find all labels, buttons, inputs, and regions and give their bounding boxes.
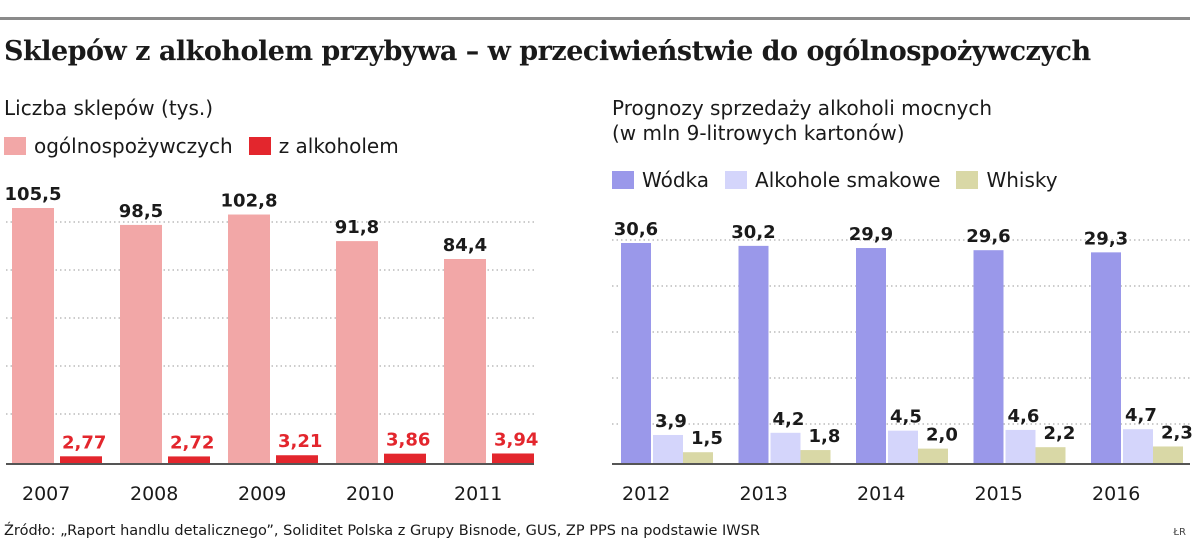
data-label-1-2015-s0: 29,6 (966, 226, 1010, 247)
data-label-0-2008-s1: 2,72 (170, 432, 214, 453)
left-subtitle: Liczba sklepów (tys.) (4, 96, 214, 120)
source-note: Źródło: „Raport handlu detalicznego”, So… (4, 523, 760, 539)
x-tick-1-2012: 2012 (622, 483, 670, 505)
bar-0-2007-s1 (60, 456, 102, 463)
data-label-1-2013-s0: 30,2 (731, 222, 775, 243)
data-label-1-2015-s1: 4,6 (1008, 406, 1040, 427)
legend-item-whisky: Whisky (956, 168, 1058, 192)
right-subtitle-line2: (w mln 9-litrowych kartonów) (612, 121, 905, 145)
author-credit: ŁR (1173, 527, 1186, 538)
data-label-0-2010-s1: 3,86 (386, 430, 430, 451)
bar-1-2013-s1 (770, 432, 801, 463)
data-label-0-2009-s1: 3,21 (278, 431, 322, 452)
data-label-1-2014-s1: 4,5 (890, 407, 922, 428)
x-tick-1-2014: 2014 (857, 483, 905, 505)
legend-swatch-general (4, 137, 26, 155)
x-tick-0-2007: 2007 (22, 483, 70, 505)
bar-0-2011-s1 (492, 453, 534, 463)
bar-0-2009-s0 (228, 214, 270, 463)
data-label-1-2012-s1: 3,9 (655, 411, 687, 432)
left-legend: ogólnospożywczych z alkoholem (4, 134, 415, 158)
top-rule (0, 17, 1190, 20)
chart-title: Sklepów z alkoholem przybywa – w przeciw… (4, 36, 1091, 67)
bar-1-2015-s1 (1005, 429, 1036, 463)
data-label-0-2011-s1: 3,94 (494, 429, 538, 450)
bar-1-2012-s2 (683, 452, 713, 463)
data-label-0-2009-s0: 102,8 (221, 191, 278, 212)
x-tick-0-2009: 2009 (238, 483, 286, 505)
data-label-0-2010-s0: 91,8 (335, 217, 379, 238)
x-tick-0-2008: 2008 (130, 483, 178, 505)
bar-0-2008-s0 (120, 224, 162, 463)
data-label-1-2013-s2: 1,8 (809, 426, 841, 447)
bar-1-2016-s0 (1091, 252, 1121, 463)
data-label-1-2014-s2: 2,0 (926, 425, 958, 446)
x-tick-0-2010: 2010 (346, 483, 394, 505)
x-tick-1-2013: 2013 (740, 483, 788, 505)
bar-1-2015-s2 (1035, 447, 1066, 463)
legend-label-wodka: Wódka (642, 168, 710, 192)
bar-1-2013-s0 (738, 245, 769, 463)
right-legend: Wódka Alkohole smakowe Whisky (612, 168, 1074, 192)
bar-0-2011-s0 (444, 259, 486, 463)
bar-1-2016-s2 (1153, 446, 1183, 463)
data-label-1-2012-s2: 1,5 (691, 428, 723, 449)
legend-swatch-whisky (956, 171, 979, 189)
legend-item-smakowe: Alkohole smakowe (725, 168, 940, 192)
bar-1-2012-s0 (621, 243, 651, 463)
bar-0-2008-s1 (168, 456, 210, 463)
data-label-1-2015-s2: 2,2 (1044, 423, 1076, 444)
data-label-1-2014-s0: 29,9 (849, 224, 893, 245)
right-subtitle-line1: Prognozy sprzedaży alkoholi mocnych (612, 96, 993, 120)
data-label-1-2012-s0: 30,6 (614, 219, 658, 240)
bar-0-2007-s0 (12, 208, 54, 463)
x-tick-1-2015: 2015 (975, 483, 1023, 505)
bar-1-2016-s1 (1123, 429, 1153, 463)
bar-1-2015-s0 (973, 250, 1004, 463)
bar-0-2010-s0 (336, 241, 378, 463)
x-tick-0-2011: 2011 (454, 483, 502, 505)
legend-item-alcohol: z alkoholem (248, 134, 399, 158)
legend-swatch-wodka (612, 171, 634, 189)
data-label-1-2013-s1: 4,2 (773, 409, 805, 430)
legend-swatch-alcohol (248, 137, 271, 155)
legend-item-general: ogólnospożywczych (4, 134, 233, 158)
x-tick-1-2016: 2016 (1092, 483, 1140, 505)
data-label-0-2011-s0: 84,4 (443, 235, 487, 256)
data-label-0-2007-s1: 2,77 (62, 432, 106, 453)
legend-item-wodka: Wódka (612, 168, 709, 192)
data-label-1-2016-s0: 29,3 (1084, 228, 1128, 249)
bar-1-2014-s1 (888, 430, 918, 463)
bar-1-2014-s2 (918, 448, 948, 463)
data-label-1-2016-s1: 4,7 (1125, 405, 1157, 426)
bar-1-2014-s0 (856, 248, 886, 463)
legend-label-alcohol: z alkoholem (278, 134, 399, 158)
legend-label-whisky: Whisky (986, 168, 1058, 192)
data-label-1-2016-s2: 2,3 (1161, 422, 1193, 443)
bar-0-2009-s1 (276, 455, 318, 463)
bar-1-2013-s2 (800, 450, 831, 463)
data-label-0-2008-s0: 98,5 (119, 201, 163, 222)
data-label-0-2007-s0: 105,5 (5, 184, 62, 205)
legend-swatch-smakowe (725, 171, 748, 189)
bar-1-2012-s1 (653, 434, 683, 463)
bar-0-2010-s1 (384, 453, 426, 463)
legend-label-general: ogólnospożywczych (34, 134, 233, 158)
legend-label-smakowe: Alkohole smakowe (755, 168, 941, 192)
